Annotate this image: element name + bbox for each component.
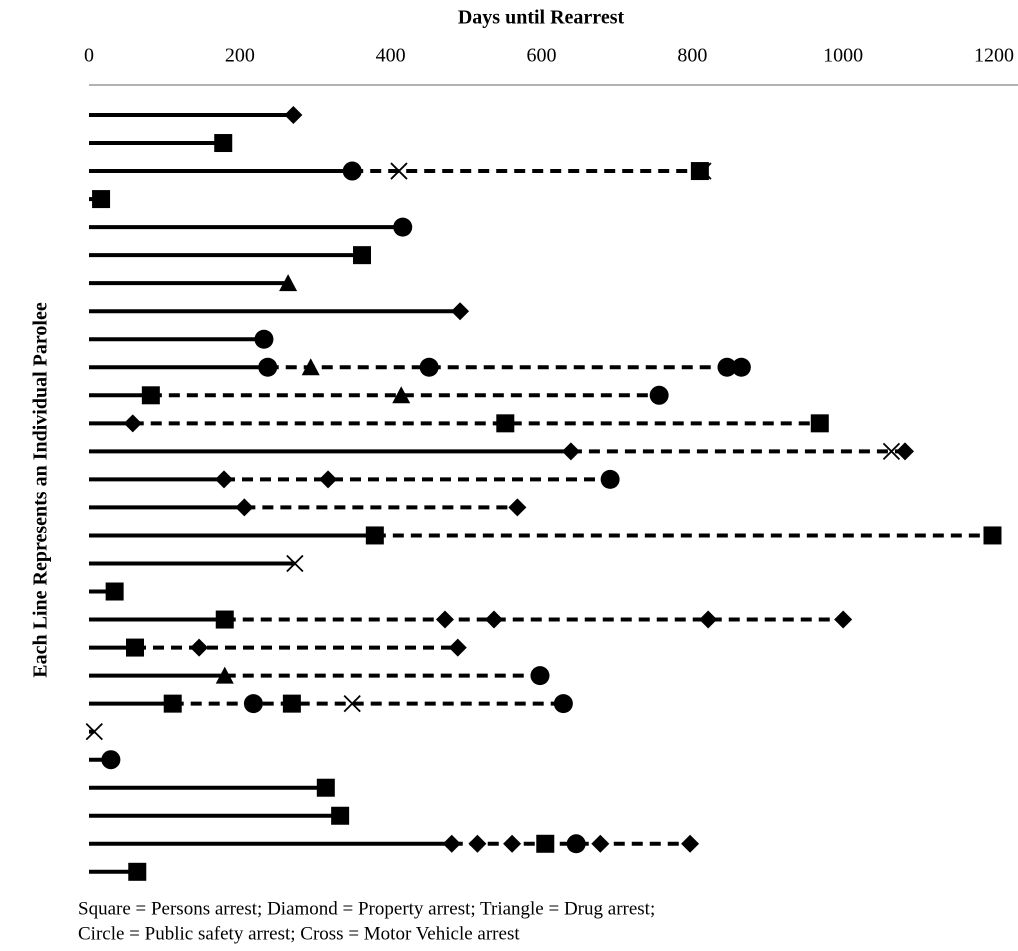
marker-circle: [243, 694, 263, 714]
marker-circle: [101, 750, 121, 770]
marker-square: [536, 834, 555, 853]
marker-square: [316, 778, 335, 797]
marker-diamond: [123, 414, 142, 433]
marker-square: [215, 610, 234, 629]
marker-diamond: [508, 498, 527, 517]
marker-square: [92, 190, 111, 209]
marker-square: [331, 806, 350, 825]
marker-cross: [390, 162, 408, 180]
marker-diamond: [451, 302, 470, 321]
marker-diamond: [834, 610, 853, 629]
marker-square: [126, 638, 145, 657]
marker-circle: [254, 329, 274, 349]
x-tick-label: 1200: [974, 45, 1014, 67]
marker-cross: [694, 162, 712, 180]
marker-square: [214, 134, 233, 153]
marker-square: [690, 162, 709, 181]
marker-triangle: [215, 666, 234, 684]
note: Square = Persons arrest; Diamond = Prope…: [78, 898, 655, 919]
marker-square: [128, 862, 147, 881]
marker-diamond: [235, 498, 254, 517]
marker-triangle: [392, 386, 411, 404]
marker-diamond: [435, 610, 454, 629]
note: Circle = Public safety arrest; Cross = M…: [78, 923, 520, 944]
x-tick-label: 400: [376, 45, 406, 67]
marker-square: [810, 414, 829, 433]
marker-diamond: [561, 442, 580, 461]
marker-circle: [649, 385, 669, 405]
marker-diamond: [214, 470, 233, 489]
marker-diamond: [896, 442, 915, 461]
marker-square: [141, 386, 160, 405]
marker-diamond: [484, 610, 503, 629]
marker-circle: [717, 357, 737, 377]
marker-diamond: [442, 834, 461, 853]
marker-diamond: [190, 638, 209, 657]
x-tick-label: 200: [225, 45, 255, 67]
marker-diamond: [319, 470, 338, 489]
y-axis-title: Each Line Represents an Individual Parol…: [30, 302, 52, 678]
marker-circle: [553, 694, 573, 714]
marker-circle: [566, 834, 586, 854]
marker-cross: [286, 554, 304, 573]
marker-diamond: [448, 638, 467, 657]
marker-cross: [882, 442, 901, 460]
marker-diamond: [681, 834, 700, 853]
marker-square: [105, 582, 124, 601]
marker-cross: [343, 694, 361, 713]
x-tick-label: 0: [84, 45, 94, 67]
marker-diamond: [468, 834, 487, 853]
marker-circle: [530, 666, 550, 686]
marker-square: [353, 246, 372, 265]
x-tick-label: 1000: [823, 45, 863, 67]
marker-circle: [342, 161, 362, 181]
marker-square: [983, 526, 1002, 545]
marker-diamond: [503, 834, 522, 853]
marker-cross: [85, 723, 103, 741]
marker-square: [163, 694, 182, 713]
marker-circle: [258, 357, 278, 377]
marker-circle: [600, 469, 620, 489]
marker-circle: [393, 217, 413, 237]
marker-square: [282, 694, 301, 713]
marker-triangle: [279, 274, 298, 292]
marker-circle: [731, 357, 751, 377]
marker-square: [496, 414, 515, 433]
x-tick-label: 600: [527, 45, 557, 67]
marker-square: [365, 526, 384, 545]
marker-diamond: [284, 106, 303, 124]
x-axis-title: Days until Rearrest: [458, 7, 625, 29]
marker-triangle: [301, 358, 320, 376]
x-tick-label: 800: [677, 45, 707, 67]
marker-diamond: [699, 610, 718, 629]
marker-diamond: [591, 834, 610, 853]
marker-circle: [419, 357, 439, 377]
